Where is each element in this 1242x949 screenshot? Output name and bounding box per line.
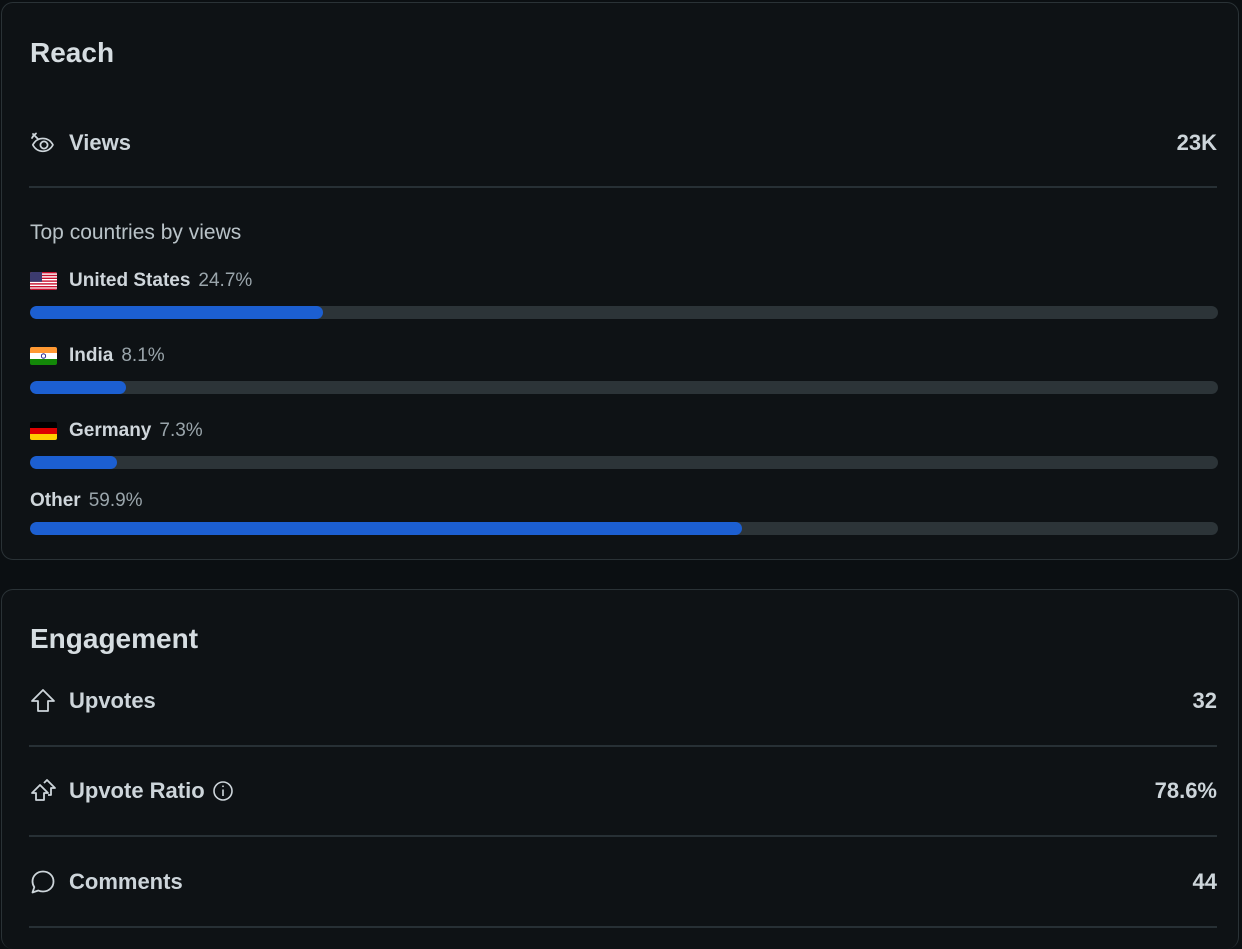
upvote-ratio-label: Upvote Ratio — [69, 778, 205, 803]
country-percent: 59.9% — [88, 490, 143, 511]
country-name: Germany — [69, 420, 152, 441]
country-bar-fill — [30, 306, 324, 319]
country-percent: 7.3% — [159, 420, 203, 441]
double-upvote-arrow-icon — [29, 777, 57, 805]
info-icon[interactable] — [212, 780, 234, 802]
country-percent: 24.7% — [198, 270, 253, 291]
upvote-ratio-row: Upvote Ratio 78.6% — [29, 771, 1217, 811]
divider — [29, 926, 1217, 928]
country-bar-fill — [30, 456, 117, 469]
country-bar-fill — [30, 522, 742, 535]
upvote-ratio-value: 78.6% — [1154, 778, 1217, 803]
country-item-india: India 8.1% — [30, 342, 1218, 394]
country-item-united-states: United States 24.7% — [30, 267, 1218, 319]
comments-label: Comments — [69, 869, 183, 894]
divider — [29, 835, 1217, 837]
country-bar-fill — [30, 381, 127, 394]
engagement-card: Engagement Upvotes 32 Upvote Ratio — [1, 589, 1239, 949]
reach-title: Reach — [30, 37, 115, 68]
comment-bubble-icon — [29, 868, 57, 896]
views-row: Views 23K — [29, 123, 1217, 163]
upvotes-label: Upvotes — [69, 688, 156, 713]
india-flag-icon — [30, 347, 57, 365]
views-value: 23K — [1176, 130, 1217, 155]
country-bar-track — [30, 381, 1218, 394]
views-label: Views — [69, 130, 131, 155]
upvotes-row: Upvotes 32 — [29, 681, 1217, 721]
eye-icon — [29, 129, 57, 157]
country-name: Other — [30, 490, 81, 511]
germany-flag-icon — [30, 422, 57, 440]
country-bar-track — [30, 456, 1218, 469]
top-countries-heading: Top countries by views — [30, 221, 242, 244]
country-name: United States — [69, 270, 191, 291]
engagement-title: Engagement — [30, 623, 199, 654]
divider — [29, 186, 1217, 188]
country-bar-track — [30, 522, 1218, 535]
country-name: India — [69, 345, 114, 366]
comments-value: 44 — [1192, 869, 1217, 894]
country-item-other: Other 59.9% — [30, 487, 1218, 535]
comments-row: Comments 44 — [29, 862, 1217, 902]
upvote-arrow-icon — [29, 687, 57, 715]
upvotes-value: 32 — [1192, 688, 1217, 713]
us-flag-icon — [30, 272, 57, 290]
country-percent: 8.1% — [121, 345, 165, 366]
divider — [29, 745, 1217, 747]
country-bar-track — [30, 306, 1218, 319]
reach-card: Reach Views 23K Top countries by views — [1, 2, 1239, 560]
country-item-germany: Germany 7.3% — [30, 417, 1218, 469]
